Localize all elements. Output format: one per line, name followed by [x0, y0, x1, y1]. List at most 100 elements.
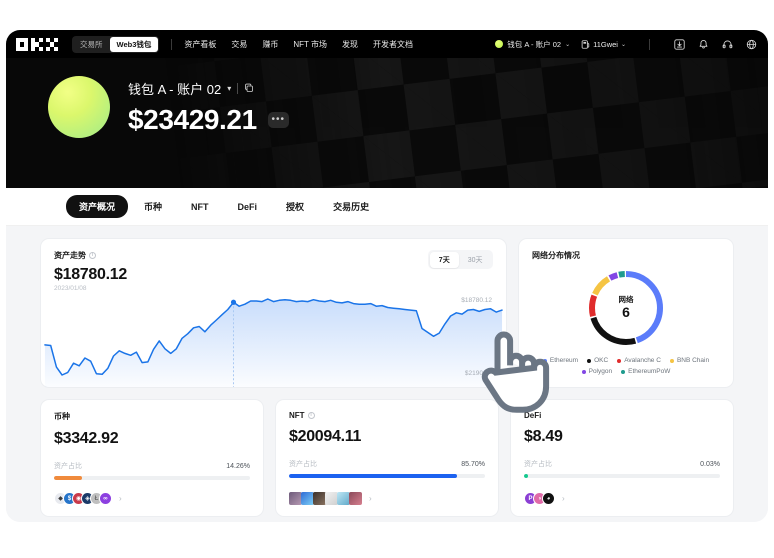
nft-card-title: NFT — [289, 411, 305, 420]
legend-dot-okc — [587, 358, 592, 363]
chart-max-label: $18780.12 — [461, 297, 492, 304]
tokens-progress-fill — [54, 476, 82, 480]
info-icon-nft[interactable]: i — [307, 412, 315, 419]
okx-logo[interactable] — [16, 37, 58, 51]
nav-link-nft-market[interactable]: NFT 市场 — [293, 39, 328, 49]
bell-icon[interactable] — [697, 38, 710, 51]
wallet-name: 钱包 A - 账户 02 — [128, 81, 222, 97]
legend-dot-polygon — [581, 369, 586, 374]
hero-divider — [237, 82, 239, 94]
nav-link-developer-docs[interactable]: 开发者文档 — [373, 39, 414, 49]
account-selector[interactable]: 钱包 A - 账户 02 ⌄ — [495, 39, 570, 50]
tab-approvals[interactable]: 授权 — [286, 202, 305, 212]
legend-dot-ethereum — [542, 358, 547, 363]
legend-dot-avalanche-c — [617, 358, 622, 363]
account-hero-banner: 钱包 A - 账户 02 ▾ $23429.21 ••• — [6, 58, 768, 188]
defi-card[interactable]: DeFi $8.49 资产占比 0.03% P ◑ ◕ › — [510, 399, 734, 517]
nft-card[interactable]: NFT i $20094.11 资产占比 85.70% — [275, 399, 499, 517]
range-7-days[interactable]: 7天 — [429, 251, 459, 268]
account-avatar-dot — [495, 40, 504, 48]
nft-thumb-4 — [325, 492, 338, 505]
globe-icon[interactable] — [745, 38, 758, 51]
tokens-coin-list: ◆ $ ◉ ◈ Ł ∞ — [54, 492, 112, 505]
tokens-card-title: 币种 — [54, 412, 70, 421]
tokens-card[interactable]: 币种 $3342.92 资产占比 14.26% ◆ $ ◉ ◈ Ł — [40, 399, 264, 517]
top-navigation-bar: 交易所 Web3钱包 资产看板 交易 赚币 NFT 市场 发现 开发者文档 钱包… — [6, 30, 768, 58]
nav-links: 资产看板 交易 赚币 NFT 市场 发现 开发者文档 — [184, 39, 413, 50]
nft-progress-bar — [289, 474, 485, 478]
asset-trend-value: $18780.12 — [54, 266, 127, 283]
nav-link-discover[interactable]: 发现 — [342, 39, 359, 49]
gas-icon — [581, 39, 590, 49]
legend-item-bnb-chain[interactable]: BNB Chain — [669, 357, 709, 364]
nft-progress-fill — [289, 474, 457, 478]
chevron-down-icon-gas: ⌄ — [620, 41, 626, 48]
copy-icon[interactable] — [244, 83, 254, 93]
tab-defi[interactable]: DeFi — [237, 201, 258, 212]
nav-link-trade[interactable]: 交易 — [231, 39, 248, 49]
tokens-card-title-group: 币种 — [54, 411, 250, 422]
nft-value: $20094.11 — [289, 428, 362, 445]
tab-nft[interactable]: NFT — [191, 201, 209, 212]
main-content: 资产走势 i $18780.12 2023/01/08 7天 30天 — [6, 226, 768, 522]
nft-thumb-5 — [337, 492, 350, 505]
range-30-days[interactable]: 30天 — [467, 256, 483, 264]
legend-item-ethereumpow[interactable]: EthereumPoW — [621, 368, 670, 375]
download-icon[interactable] — [673, 38, 686, 51]
gas-price-selector[interactable]: 11Gwei ⌄ — [581, 40, 626, 49]
curve-icon: ◕ — [542, 492, 555, 505]
more-options-button[interactable]: ••• — [267, 111, 289, 128]
defi-ratio-label: 资产占比 — [524, 461, 552, 468]
tokens-icon-stack[interactable]: ◆ $ ◉ ◈ Ł ∞ › — [54, 492, 250, 505]
nft-icon-stack[interactable]: › — [289, 492, 485, 505]
donut-center-value: 6 — [622, 304, 630, 321]
tab-transaction-history[interactable]: 交易历史 — [333, 202, 370, 212]
nft-thumb-6 — [349, 492, 362, 505]
gas-price-label: 11Gwei — [593, 39, 618, 49]
top-right-actions: 钱包 A - 账户 02 ⌄ 11Gwei ⌄ — [495, 38, 758, 51]
defi-protocol-list: P ◑ ◕ — [524, 492, 555, 505]
defi-percent: 0.03% — [700, 460, 720, 468]
defi-progress-bar — [524, 474, 720, 478]
trend-line-svg — [44, 298, 503, 387]
tokens-value: $3342.92 — [54, 430, 119, 447]
tab-tokens[interactable]: 币种 — [144, 202, 163, 212]
account-selector-label: 钱包 A - 账户 02 — [507, 39, 562, 49]
segment-web3-wallet[interactable]: Web3钱包 — [109, 36, 159, 52]
tab-overview[interactable]: 资产概况 — [66, 195, 129, 218]
range-toggle[interactable]: 7天 30天 — [428, 250, 493, 269]
section-tabs: 资产概况 币种 NFT DeFi 授权 交易历史 — [6, 188, 768, 226]
chevron-right-icon-nft[interactable]: › — [369, 494, 372, 503]
total-balance: $23429.21 — [128, 103, 257, 135]
network-donut-chart[interactable]: 网络 6 — [532, 259, 720, 357]
chevron-right-icon-defi[interactable]: › — [562, 494, 565, 503]
nav-link-dashboard[interactable]: 资产看板 — [184, 39, 217, 49]
chevron-down-icon: ⌄ — [565, 41, 571, 48]
legend-label-ethereumpow: EthereumPoW — [628, 368, 671, 375]
legend-item-avalanche-c[interactable]: Avalanche C — [617, 357, 661, 364]
legend-item-polygon[interactable]: Polygon — [581, 368, 612, 375]
network-legend: Ethereum OKC Avalanche C BNB Chain Polyg… — [532, 357, 720, 376]
info-icon[interactable]: i — [89, 252, 96, 259]
nav-link-earn[interactable]: 赚币 — [262, 39, 279, 49]
asset-trend-card: 资产走势 i $18780.12 2023/01/08 7天 30天 — [40, 238, 550, 413]
donut-center-label: 网络 — [618, 294, 634, 304]
asset-trend-chart[interactable]: $18780.12 $2190.26 — [41, 291, 550, 413]
browser-window: 交易所 Web3钱包 资产看板 交易 赚币 NFT 市场 发现 开发者文档 钱包… — [6, 30, 768, 522]
headset-icon[interactable] — [721, 38, 734, 51]
nft-ratio-label: 资产占比 — [289, 461, 317, 468]
top-card-row: 资产走势 i $18780.12 2023/01/08 7天 30天 — [40, 238, 734, 413]
segment-exchange[interactable]: 交易所 — [80, 39, 103, 49]
nft-card-title-group: NFT i — [289, 411, 485, 420]
asset-trend-title: 资产走势 — [54, 251, 86, 260]
chevron-right-icon-tokens[interactable]: › — [119, 494, 122, 503]
legend-item-ethereum[interactable]: Ethereum — [542, 357, 578, 364]
defi-icon-stack[interactable]: P ◑ ◕ › — [524, 492, 720, 505]
nft-percent: 85.70% — [461, 460, 485, 468]
chevron-down-icon-wallet[interactable]: ▾ — [227, 83, 232, 93]
product-segmented-control[interactable]: 交易所 Web3钱包 — [72, 35, 160, 53]
nft-thumb-2 — [301, 492, 314, 505]
legend-item-okc[interactable]: OKC — [587, 357, 608, 364]
nft-thumb-1 — [289, 492, 302, 505]
legend-label-avalanche-c: Avalanche C — [624, 357, 661, 364]
